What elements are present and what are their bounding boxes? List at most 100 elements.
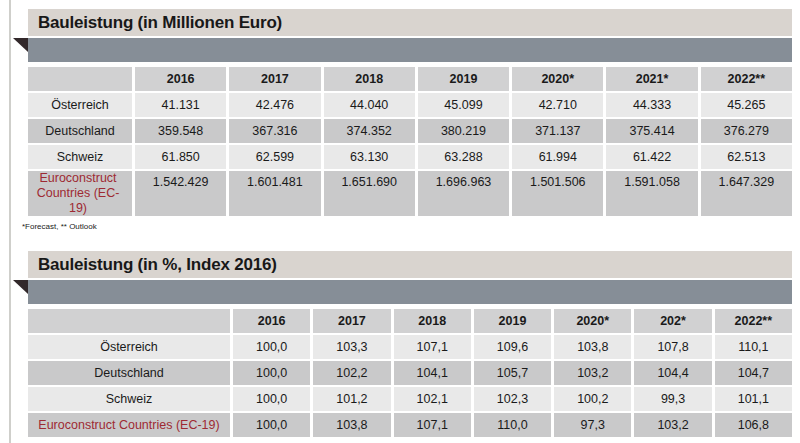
value-cell: 101,1 xyxy=(715,387,792,411)
year-header: 2017 xyxy=(313,309,390,333)
table-footnote: *Forecast, ** Outlook xyxy=(22,222,792,231)
row-label: Euroconstruct Countries (EC-19) xyxy=(28,413,230,437)
table-row: Deutschland359.548367.316374.352380.2193… xyxy=(28,119,792,143)
value-cell: 371.137 xyxy=(512,119,603,143)
value-cell: 41.131 xyxy=(135,93,226,117)
year-header: 2016 xyxy=(135,67,226,91)
value-cell: 104,7 xyxy=(715,361,792,385)
value-cell: 110,0 xyxy=(474,413,551,437)
value-cell: 45.099 xyxy=(418,93,509,117)
table-row: Deutschland100,0102,2104,1105,7103,2104,… xyxy=(28,361,792,385)
value-cell: 105,7 xyxy=(474,361,551,385)
table-row: Euroconstruct Countries (EC-19)1.542.429… xyxy=(28,171,792,216)
value-cell: 1.501.506 xyxy=(512,171,603,216)
value-cell: 106,8 xyxy=(715,413,792,437)
row-label: Deutschland xyxy=(28,119,132,143)
value-cell: 1.591.058 xyxy=(606,171,697,216)
corner-triangle-icon xyxy=(13,280,28,294)
value-cell: 100,0 xyxy=(233,335,310,359)
year-header: 2018 xyxy=(324,67,415,91)
value-cell: 107,1 xyxy=(394,335,471,359)
value-cell: 62.599 xyxy=(229,145,320,169)
value-cell: 44.333 xyxy=(606,93,697,117)
value-cell: 1.696.963 xyxy=(418,171,509,216)
year-header: 2018 xyxy=(394,309,471,333)
year-header: 2020* xyxy=(512,67,603,91)
value-cell: 100,2 xyxy=(554,387,631,411)
value-cell: 101,2 xyxy=(313,387,390,411)
value-cell: 104,4 xyxy=(634,361,711,385)
row-label: Schweiz xyxy=(28,145,132,169)
value-cell: 1.647.329 xyxy=(701,171,792,216)
table-title: Bauleistung (in Millionen Euro) xyxy=(38,13,282,33)
row-label: Österreich xyxy=(28,93,132,117)
header-bar-row xyxy=(28,280,792,304)
value-cell: 1.601.481 xyxy=(229,171,320,216)
value-cell: 100,0 xyxy=(233,361,310,385)
value-cell: 374.352 xyxy=(324,119,415,143)
value-cell: 380.219 xyxy=(418,119,509,143)
value-cell: 103,3 xyxy=(313,335,390,359)
header-row: 20162017201820192020*2021*2022** xyxy=(28,67,792,91)
corner-cell xyxy=(28,67,132,91)
value-cell: 1.651.690 xyxy=(324,171,415,216)
value-cell: 100,0 xyxy=(233,387,310,411)
value-cell: 42.476 xyxy=(229,93,320,117)
table-title: Bauleistung (in %, Index 2016) xyxy=(38,255,277,275)
dark-divider-bar xyxy=(28,280,792,304)
year-header: 2019 xyxy=(418,67,509,91)
value-cell: 103,8 xyxy=(313,413,390,437)
row-label: Deutschland xyxy=(28,361,230,385)
year-header: 2016 xyxy=(233,309,310,333)
value-cell: 107,1 xyxy=(394,413,471,437)
value-cell: 1.542.429 xyxy=(135,171,226,216)
left-margin-rule xyxy=(9,0,11,443)
table-row: Österreich41.13142.47644.04045.09942.710… xyxy=(28,93,792,117)
value-cell: 42.710 xyxy=(512,93,603,117)
table-row: Österreich100,0103,3107,1109,6103,8107,8… xyxy=(28,335,792,359)
year-header: 2022** xyxy=(701,67,792,91)
year-header: 2019 xyxy=(474,309,551,333)
value-cell: 62.513 xyxy=(701,145,792,169)
value-cell: 44.040 xyxy=(324,93,415,117)
row-label: Euroconstruct Countries (EC-19) xyxy=(28,171,132,216)
value-cell: 110,1 xyxy=(715,335,792,359)
header-row: 20162017201820192020*202*2022** xyxy=(28,309,792,333)
row-label: Schweiz xyxy=(28,387,230,411)
table-title-bar: Bauleistung (in %, Index 2016) xyxy=(28,251,792,278)
value-cell: 45.265 xyxy=(701,93,792,117)
table-title-bar: Bauleistung (in Millionen Euro) xyxy=(28,9,792,36)
data-table: 20162017201820192020*202*2022**Österreic… xyxy=(25,307,795,439)
value-cell: 367.316 xyxy=(229,119,320,143)
corner-cell xyxy=(28,309,230,333)
page: { "colors": { "title-bar-bg": "#d9d4cf",… xyxy=(0,0,800,443)
value-cell: 102,2 xyxy=(313,361,390,385)
row-label: Österreich xyxy=(28,335,230,359)
table-row: Euroconstruct Countries (EC-19)100,0103,… xyxy=(28,413,792,437)
value-cell: 61.850 xyxy=(135,145,226,169)
dark-divider-bar xyxy=(28,38,792,62)
table-section-millionen-euro: Bauleistung (in Millionen Euro) 20162017… xyxy=(28,0,792,231)
corner-triangle-icon xyxy=(13,38,28,52)
table-row: Schweiz61.85062.59963.13063.28861.99461.… xyxy=(28,145,792,169)
header-bar-row xyxy=(28,38,792,62)
value-cell: 102,3 xyxy=(474,387,551,411)
value-cell: 63.130 xyxy=(324,145,415,169)
value-cell: 103,8 xyxy=(554,335,631,359)
value-cell: 61.422 xyxy=(606,145,697,169)
table-row: Schweiz100,0101,2102,1102,3100,299,3101,… xyxy=(28,387,792,411)
data-table: 20162017201820192020*2021*2022**Österrei… xyxy=(25,65,795,218)
value-cell: 102,1 xyxy=(394,387,471,411)
value-cell: 97,3 xyxy=(554,413,631,437)
year-header: 2022** xyxy=(715,309,792,333)
value-cell: 61.994 xyxy=(512,145,603,169)
value-cell: 375.414 xyxy=(606,119,697,143)
value-cell: 104,1 xyxy=(394,361,471,385)
value-cell: 109,6 xyxy=(474,335,551,359)
value-cell: 63.288 xyxy=(418,145,509,169)
year-header: 2021* xyxy=(606,67,697,91)
year-header: 202* xyxy=(634,309,711,333)
value-cell: 107,8 xyxy=(634,335,711,359)
value-cell: 376.279 xyxy=(701,119,792,143)
value-cell: 359.548 xyxy=(135,119,226,143)
